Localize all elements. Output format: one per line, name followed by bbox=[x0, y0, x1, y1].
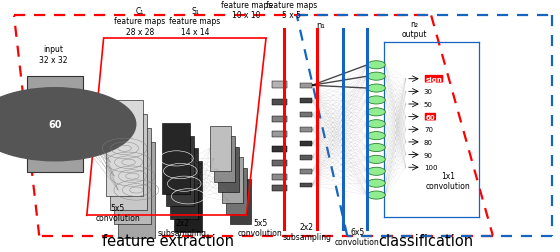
Circle shape bbox=[367, 191, 385, 199]
Text: 90: 90 bbox=[424, 152, 433, 158]
Text: 5x5
convolution: 5x5 convolution bbox=[238, 218, 283, 237]
Bar bbox=[272, 100, 287, 106]
Bar bbox=[218, 147, 239, 193]
Bar bbox=[300, 128, 312, 132]
Text: n₂
output: n₂ output bbox=[402, 20, 427, 39]
Bar bbox=[272, 185, 287, 192]
Bar bbox=[272, 82, 287, 88]
Bar bbox=[110, 115, 147, 210]
Text: classification: classification bbox=[378, 233, 473, 248]
Bar bbox=[174, 161, 202, 232]
Bar bbox=[166, 136, 194, 207]
Bar bbox=[300, 99, 312, 103]
Circle shape bbox=[367, 97, 385, 105]
Bar bbox=[226, 168, 247, 214]
Bar bbox=[222, 158, 243, 203]
Text: n₁: n₁ bbox=[316, 21, 325, 30]
Bar bbox=[300, 84, 312, 88]
Text: 5x5
convolution: 5x5 convolution bbox=[95, 203, 140, 222]
Text: sign: sign bbox=[426, 76, 442, 82]
Circle shape bbox=[0, 88, 136, 161]
Bar bbox=[27, 77, 83, 173]
Bar bbox=[118, 142, 155, 238]
Bar bbox=[230, 179, 251, 224]
Circle shape bbox=[367, 168, 385, 176]
Text: input
32 x 32: input 32 x 32 bbox=[39, 45, 67, 64]
Circle shape bbox=[367, 179, 385, 187]
Text: feature extraction: feature extraction bbox=[102, 233, 234, 248]
Text: 2x2
subsampling: 2x2 subsampling bbox=[157, 218, 207, 237]
Text: 100: 100 bbox=[424, 165, 437, 171]
Text: C₂
feature maps
10 x 10: C₂ feature maps 10 x 10 bbox=[221, 0, 272, 20]
Text: C₁
feature maps
28 x 28: C₁ feature maps 28 x 28 bbox=[114, 7, 166, 37]
Circle shape bbox=[367, 156, 385, 164]
Circle shape bbox=[367, 73, 385, 81]
Text: 30: 30 bbox=[424, 89, 433, 95]
Bar bbox=[272, 146, 287, 152]
Circle shape bbox=[367, 132, 385, 140]
Text: 80: 80 bbox=[424, 139, 433, 145]
Text: 60: 60 bbox=[426, 114, 435, 120]
Circle shape bbox=[367, 85, 385, 93]
Bar bbox=[114, 129, 151, 224]
Bar bbox=[272, 131, 287, 137]
Bar bbox=[300, 169, 312, 174]
Bar bbox=[106, 101, 143, 197]
Bar bbox=[272, 174, 287, 180]
Bar bbox=[300, 155, 312, 160]
Text: 6x5
convolution: 6x5 convolution bbox=[335, 227, 380, 246]
Text: 1x1
convolution: 1x1 convolution bbox=[426, 171, 470, 191]
Circle shape bbox=[367, 108, 385, 116]
Text: 50: 50 bbox=[424, 102, 433, 108]
Bar bbox=[300, 142, 312, 146]
Bar bbox=[300, 183, 312, 188]
Circle shape bbox=[367, 144, 385, 152]
Circle shape bbox=[367, 120, 385, 128]
Bar bbox=[272, 160, 287, 166]
Bar bbox=[272, 116, 287, 122]
Text: S₂
feature maps
5 x 5: S₂ feature maps 5 x 5 bbox=[265, 0, 317, 20]
Text: 2x2
subsampling: 2x2 subsampling bbox=[282, 222, 332, 241]
Bar bbox=[162, 123, 190, 194]
Text: 60: 60 bbox=[48, 120, 62, 130]
Text: S₁
feature maps
14 x 14: S₁ feature maps 14 x 14 bbox=[169, 7, 221, 37]
Bar bbox=[300, 113, 312, 117]
Bar bbox=[214, 137, 235, 182]
Bar bbox=[170, 149, 198, 219]
Circle shape bbox=[367, 61, 385, 70]
Bar bbox=[210, 126, 231, 171]
Text: 70: 70 bbox=[424, 127, 433, 133]
